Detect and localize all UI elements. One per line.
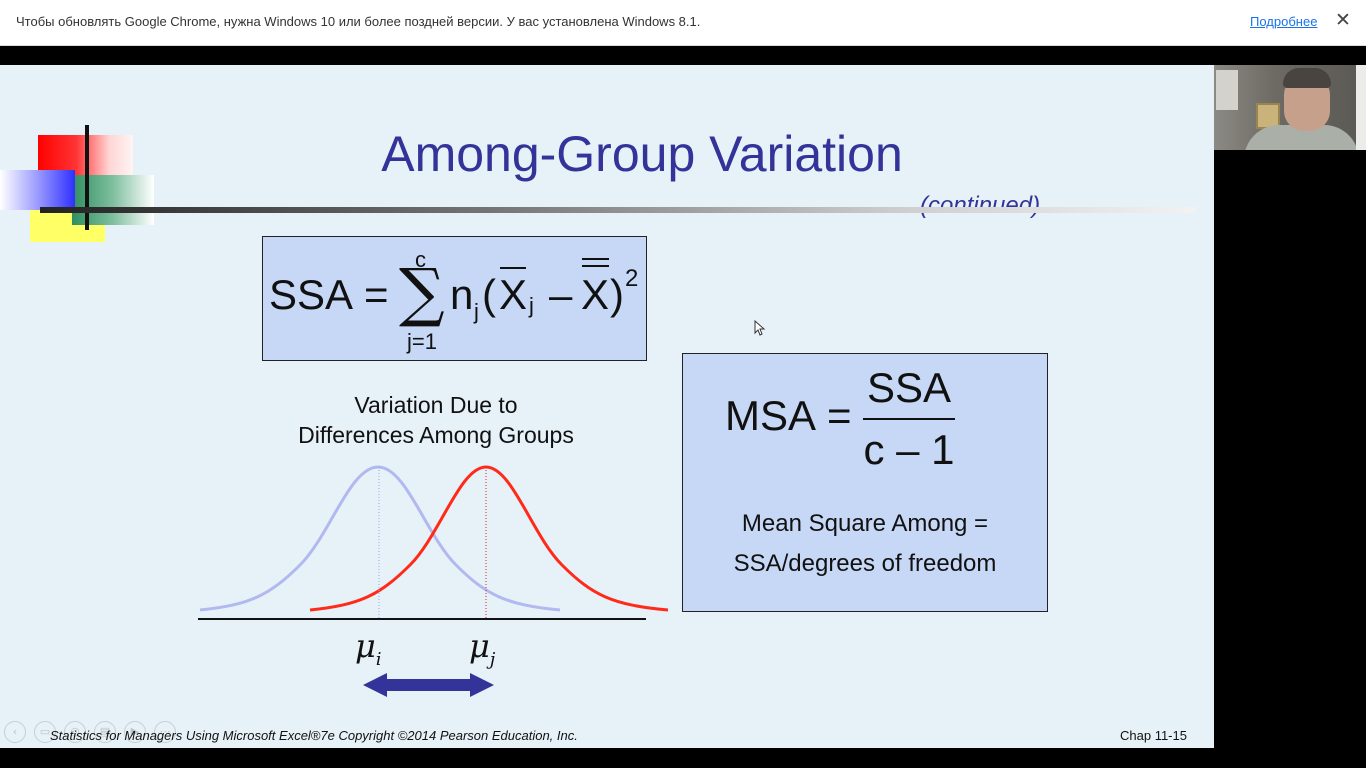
webcam-hair <box>1283 68 1331 88</box>
msa-lhs: MSA <box>725 392 817 439</box>
presentation-slide: Among-Group Variation (continued) SSA = … <box>0 65 1214 748</box>
nav-next-button[interactable]: ▶ <box>124 721 146 743</box>
n-term: n <box>450 271 474 318</box>
sum-upper-limit: c <box>415 247 426 272</box>
title-rule <box>40 207 1196 213</box>
slide-footer-copyright: Statistics for Managers Using Microsoft … <box>50 728 578 743</box>
xbar-overline <box>500 267 526 269</box>
n-subscript: j <box>474 299 479 324</box>
webcam-right-edge <box>1356 65 1366 150</box>
normal-curves-illustration <box>198 465 669 697</box>
group-j-curve <box>309 465 669 612</box>
infobar-message: Чтобы обновлять Google Chrome, нужна Win… <box>16 14 701 29</box>
xdbar-overline-top <box>582 258 609 260</box>
exponent: 2 <box>625 265 639 292</box>
webcam-picture <box>1256 103 1280 129</box>
slide-number: Chap 11-15 <box>1120 728 1187 743</box>
close-icon[interactable]: ✕ <box>1335 9 1351 31</box>
xbar-subscript: j <box>529 293 534 318</box>
update-infobar: Чтобы обновлять Google Chrome, нужна Win… <box>0 0 1366 46</box>
difference-arrow <box>363 673 494 697</box>
msa-denominator: c – 1 <box>863 426 955 473</box>
mu-i-label: μi <box>355 627 382 670</box>
ssa-formula-box: SSA = c ∑ j=1 n j ( X j – X ) 2 <box>262 236 647 361</box>
webcam-window <box>1216 70 1238 110</box>
mu-j-label: μj <box>469 627 496 670</box>
nav-slide-button[interactable]: ▭ <box>34 721 56 743</box>
summation-symbol: ∑ <box>399 256 445 330</box>
xdbar-term: X <box>581 271 610 318</box>
msa-equals: = <box>827 392 852 439</box>
variation-label-line1: Variation Due to <box>354 392 518 418</box>
variation-label-line2: Differences Among Groups <box>298 422 574 448</box>
minus-sign: – <box>549 271 573 318</box>
nav-prev-button[interactable]: ‹ <box>4 721 26 743</box>
ssa-equals: = <box>364 271 389 318</box>
slide-title: Among-Group Variation <box>381 126 903 182</box>
ssa-lhs: SSA <box>269 271 354 318</box>
nav-more-button[interactable]: ⋯ <box>154 721 176 743</box>
learn-more-link[interactable]: Подробнее <box>1250 14 1318 29</box>
variation-label: Variation Due to Differences Among Group… <box>236 390 636 450</box>
msa-description-line1: Mean Square Among = <box>741 510 989 537</box>
webcam-video <box>1214 65 1366 150</box>
sum-lower-limit: j=1 <box>407 329 437 354</box>
msa-formula-box: MSA = SSA c – 1 Mean Square Among = SSA/… <box>682 353 1048 612</box>
open-paren: ( <box>482 271 496 318</box>
nav-menu-button[interactable]: ▤ <box>94 721 116 743</box>
msa-description-line2: SSA/degrees of freedom <box>733 550 997 577</box>
xdbar-overline-bottom <box>582 265 609 267</box>
mouse-cursor-icon <box>754 320 766 336</box>
group-i-curve <box>199 465 561 612</box>
nav-zoom-button[interactable]: ◎ <box>64 721 86 743</box>
continued-label: (continued) <box>920 192 1041 219</box>
xbar-term: X <box>499 271 528 318</box>
msa-numerator: SSA <box>866 364 952 411</box>
close-paren: ) <box>610 271 624 318</box>
fraction-bar <box>863 418 955 420</box>
